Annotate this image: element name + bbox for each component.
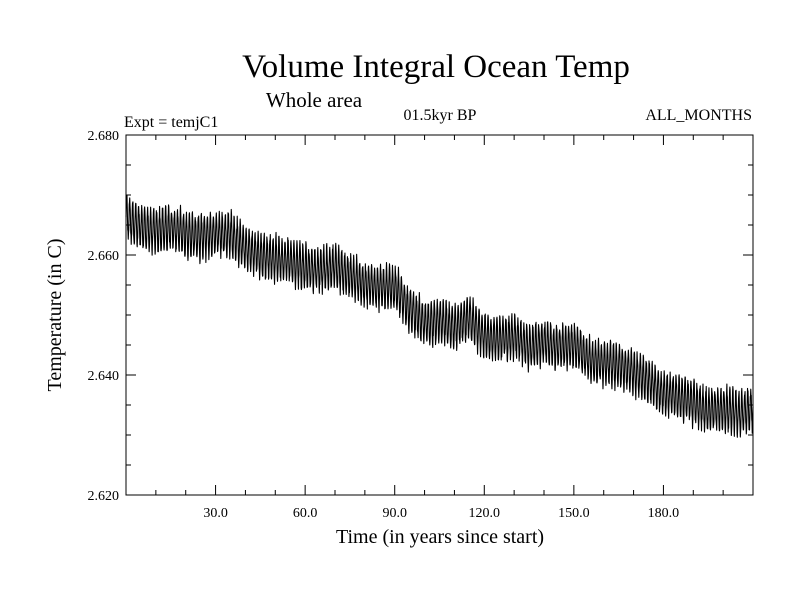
x-axis-label: Time (in years since start): [336, 526, 544, 548]
y-tick-label: 2.680: [88, 129, 120, 144]
chart-title: Volume Integral Ocean Temp: [242, 49, 630, 85]
axis-ticks: 30.0 60.0 90.0 120.0 150.0 180.0 2.620 2.640 2.6…: [88, 129, 753, 521]
months-annotation: ALL_MONTHS: [645, 107, 752, 124]
expt-annotation: Expt = temjC1: [124, 114, 218, 131]
x-tick-label: 150.0: [558, 506, 590, 521]
x-tick-label: 90.0: [382, 506, 407, 521]
y-axis-label: Temperature (in C): [44, 239, 66, 392]
x-tick-label: 60.0: [293, 506, 318, 521]
y-tick-label: 2.660: [88, 249, 120, 264]
x-tick-label: 120.0: [469, 506, 501, 521]
period-annotation: 01.5kyr BP: [404, 107, 477, 124]
chart-subtitle: Whole area: [266, 88, 363, 112]
plot-frame: [125, 134, 754, 496]
y-tick-label: 2.620: [88, 489, 120, 504]
x-tick-label: 180.0: [648, 506, 680, 521]
x-tick-label: 30.0: [203, 506, 228, 521]
series-layer: [125, 195, 754, 438]
y-tick-label: 2.640: [88, 369, 120, 384]
series-line: [125, 195, 754, 438]
